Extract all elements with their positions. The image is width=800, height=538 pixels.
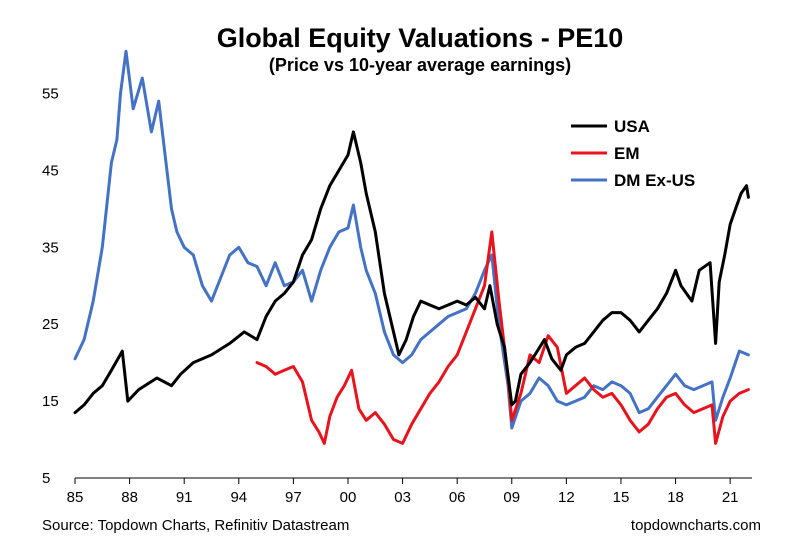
series-line-usa [73, 130, 750, 415]
x-tick-label: 15 [613, 489, 630, 506]
y-tick-label: 45 [42, 162, 59, 179]
x-tick-label: 09 [503, 489, 520, 506]
y-tick-label: 15 [42, 393, 59, 410]
y-tick-label: 55 [42, 85, 59, 102]
legend: USA EM DM Ex-US [571, 117, 695, 190]
legend-label-em: EM [614, 144, 640, 163]
series-line-dm-ex-us [73, 49, 750, 430]
series-lines [73, 49, 750, 445]
x-tick-label: 85 [67, 489, 84, 506]
series-line-em [255, 230, 750, 445]
watermark: topdowncharts.com [631, 517, 761, 534]
x-tick-label: 88 [121, 489, 138, 506]
y-tick-label: 25 [42, 316, 59, 333]
x-tick-label: 21 [722, 489, 739, 506]
x-tick-label: 00 [340, 489, 357, 506]
x-tick-label: 94 [230, 489, 247, 506]
source-note: Source: Topdown Charts, Refinitiv Datast… [42, 517, 349, 534]
y-tick-label: 5 [42, 470, 50, 487]
y-tick-labels: 5 15 25 35 45 55 [42, 85, 59, 487]
chart-subtitle: (Price vs 10-year average earnings) [269, 55, 571, 75]
x-tick-label: 06 [449, 489, 466, 506]
x-tick-label: 91 [176, 489, 193, 506]
chart-title: Global Equity Valuations - PE10 [217, 23, 624, 53]
x-tick-labels: 85 88 91 94 97 00 03 06 09 12 15 18 21 [67, 478, 739, 506]
legend-label-dm-ex-us: DM Ex-US [614, 171, 695, 190]
x-tick-label: 12 [558, 489, 575, 506]
x-tick-label: 03 [394, 489, 411, 506]
x-tick-label: 18 [667, 489, 684, 506]
legend-label-usa: USA [614, 117, 650, 136]
y-tick-label: 35 [42, 239, 59, 256]
x-tick-label: 97 [285, 489, 302, 506]
